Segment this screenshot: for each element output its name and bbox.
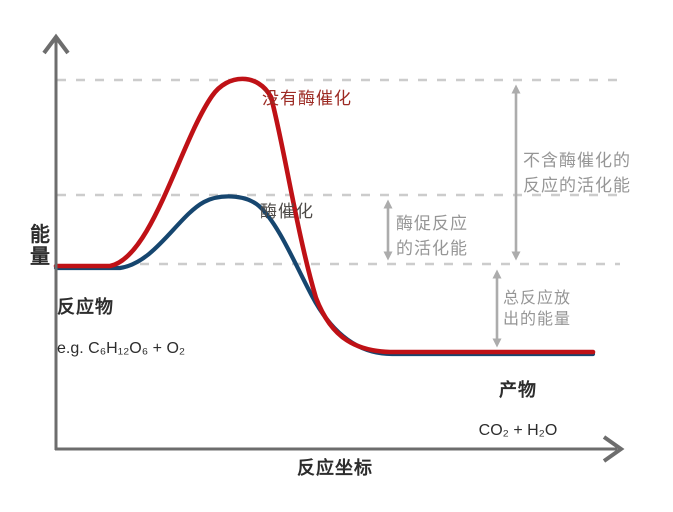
annotation-activation-energy-no-enzyme: 不含酶催化的 反应的活化能 xyxy=(523,151,631,195)
reactants-title: 反应物 xyxy=(57,297,114,317)
reactants-label-block: 反应物 e.g. C₆H₁₂O₆ + O₂ xyxy=(57,275,185,376)
no-enzyme-curve xyxy=(53,76,596,355)
annotation-energy-released: 总反应放 出的能量 xyxy=(503,290,572,328)
x-axis-arrowhead-icon xyxy=(602,435,625,463)
reactants-formula: e.g. C₆H₁₂O₆ + O₂ xyxy=(57,340,186,357)
y-axis-label: 能量 xyxy=(30,224,50,268)
y-axis-arrowhead-icon xyxy=(42,33,70,55)
no-enzyme-curve-label: 没有酶催化 xyxy=(262,89,352,108)
products-title: 产物 xyxy=(499,380,537,400)
enzyme-curve-label: 酶催化 xyxy=(260,202,314,221)
annotation-activation-energy-enzyme: 酶促反应 的活化能 xyxy=(396,214,468,258)
x-axis-label: 反应坐标 xyxy=(297,458,373,478)
products-formula: CO₂ + H₂O xyxy=(478,422,558,439)
products-label-block: 产物 CO₂ + H₂O xyxy=(453,358,583,458)
